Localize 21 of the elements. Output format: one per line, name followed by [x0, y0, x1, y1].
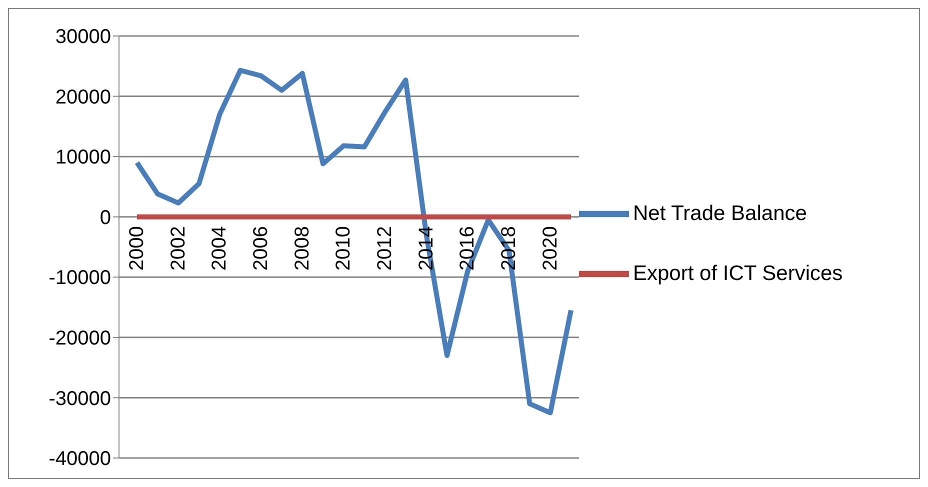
y-tick-label: -40000: [48, 448, 111, 470]
y-tick-label: -30000: [48, 388, 111, 410]
x-tick-label: 2000: [126, 226, 148, 271]
y-tick-label: -10000: [48, 267, 111, 290]
x-tick-label: 2002: [167, 226, 190, 271]
y-tick-label: 30000: [55, 26, 111, 48]
x-tick-label: 2018: [498, 226, 520, 271]
y-tick-label: 0: [100, 206, 111, 229]
y-tick-label: 10000: [55, 146, 111, 169]
x-tick-label: 2012: [374, 226, 396, 271]
y-tick-label: -20000: [48, 328, 111, 350]
x-tick-label: 2014: [415, 226, 438, 271]
legend-label: Export of ICT Services: [633, 262, 843, 284]
y-tick-label: 20000: [55, 86, 111, 108]
x-tick-label: 2010: [332, 226, 355, 271]
x-tick-label: 2020: [539, 226, 562, 271]
legend-label: Net Trade Balance: [633, 202, 807, 224]
x-tick-label: 2004: [208, 226, 231, 271]
x-tick-label: 2006: [250, 226, 272, 271]
x-tick-label: 2008: [291, 226, 314, 271]
x-tick-label: 2016: [456, 226, 479, 271]
